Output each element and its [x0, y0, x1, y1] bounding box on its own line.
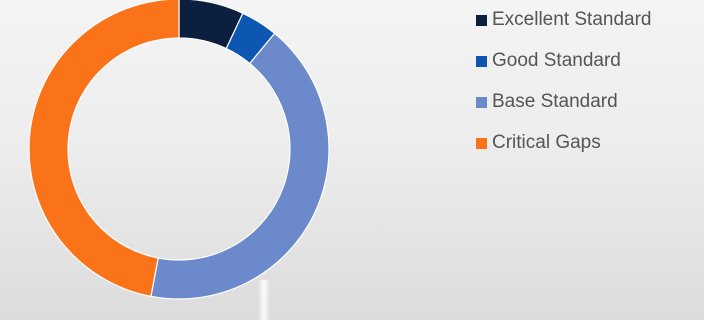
- legend-swatch-excellent-standard: [476, 14, 487, 26]
- legend-label-excellent-standard: Excellent Standard: [492, 9, 652, 30]
- legend-label-good-standard: Good Standard: [492, 50, 621, 71]
- legend-swatch-good-standard: [476, 55, 487, 67]
- legend-swatch-base-standard: [476, 96, 487, 108]
- legend-label-critical-gaps: Critical Gaps: [492, 132, 601, 153]
- legend-item-excellent-standard: Excellent Standard: [476, 6, 652, 34]
- legend-item-good-standard: Good Standard: [476, 47, 652, 75]
- legend-item-critical-gaps: Critical Gaps: [476, 129, 652, 157]
- legend-swatch-critical-gaps: [476, 137, 487, 149]
- legend-item-base-standard: Base Standard: [476, 88, 652, 116]
- legend-label-base-standard: Base Standard: [492, 91, 618, 112]
- donut-slice-critical-gaps: [28, 0, 180, 298]
- chart-legend: Excellent Standard Good Standard Base St…: [476, 6, 652, 170]
- donut-slice-base-standard: [150, 32, 330, 300]
- background-glare: [258, 280, 270, 320]
- donut-slices: [28, 0, 330, 300]
